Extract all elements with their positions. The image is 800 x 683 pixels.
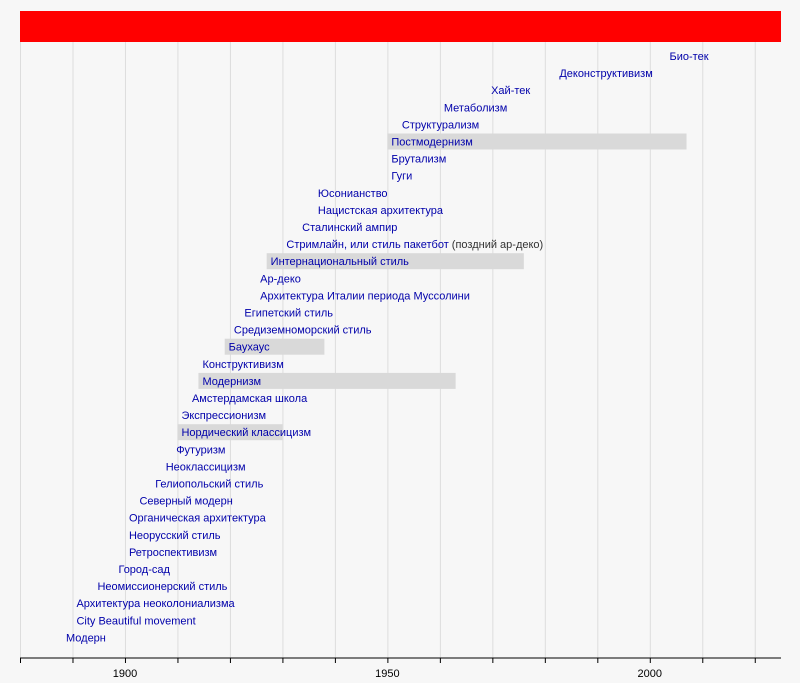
bars-layer — [177, 133, 687, 441]
x-tick-label: 1950 — [375, 668, 399, 678]
event-label: Модернизм — [202, 376, 261, 388]
event-label: Нордический классицизм — [181, 427, 311, 439]
event-label: Экспрессионизм — [181, 410, 266, 422]
event-label: Северный модерн — [139, 496, 232, 508]
event-label: Ретроспективизм — [129, 547, 217, 559]
period-bar — [177, 424, 283, 441]
event-label: Баухаус — [229, 342, 270, 354]
event-label: Амстердамская школа — [192, 393, 308, 405]
event-label: Органическая архитектура — [129, 513, 267, 525]
event-label: Постмодернизм — [391, 137, 472, 149]
event-label: Неомиссионерский стиль — [97, 581, 227, 593]
event-label: Структурализм — [402, 119, 479, 131]
event-label: Гуги — [391, 171, 412, 183]
period-bar — [224, 338, 325, 355]
event-label: Неорусский стиль — [129, 530, 221, 542]
event-label: Брутализм — [391, 154, 446, 166]
event-label: Стримлайн, или стиль пакетбот (поздний а… — [286, 239, 543, 251]
labels-layer: Био-тек Деконструктивизм Хай-тек Метаболизм… — [66, 51, 709, 644]
event-label: Метаболизм — [444, 102, 507, 114]
x-tick-label: 1900 — [113, 668, 137, 678]
event-label: Неоклассицизм — [166, 461, 246, 473]
event-label: Гелиопольский стиль — [155, 479, 263, 491]
event-label: Сталинский ампир — [302, 222, 397, 234]
event-label: Нацистская архитектура — [318, 205, 444, 217]
period-bar — [266, 253, 524, 270]
event-label: Хай-тек — [491, 85, 530, 97]
event-label: Деконструктивизм — [559, 68, 652, 80]
event-label: Город-сад — [118, 564, 170, 576]
event-label: Интернациональный стиль — [271, 256, 410, 268]
header-band — [20, 11, 781, 42]
event-note: (поздний ар-деко) — [449, 239, 543, 251]
x-tick-label: 2000 — [638, 668, 662, 678]
period-bar — [198, 372, 456, 389]
event-label: Конструктивизм — [202, 359, 283, 371]
event-label: Био-тек — [670, 51, 709, 63]
event-label: City Beautiful movement — [76, 615, 195, 627]
period-bar — [387, 133, 687, 150]
event-label: Архитектура Италии периода Муссолини — [260, 290, 470, 302]
ticks-layer: 1900 1950 2000 — [20, 658, 756, 680]
event-label: Футуризм — [176, 444, 225, 456]
event-label: Архитектура неоколониализма — [76, 598, 235, 610]
event-label: Египетский стиль — [244, 308, 333, 320]
event-label: Средиземноморский стиль — [234, 325, 372, 337]
event-label: Ар-деко — [260, 273, 301, 285]
event-label: Модерн — [66, 632, 106, 644]
event-label: Юсонианство — [318, 188, 388, 200]
